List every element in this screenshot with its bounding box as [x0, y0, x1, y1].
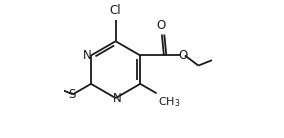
Text: N: N — [113, 92, 122, 105]
Text: CH$_3$: CH$_3$ — [158, 95, 180, 109]
Text: S: S — [68, 88, 76, 101]
Text: N: N — [83, 49, 92, 62]
Text: O: O — [156, 18, 166, 31]
Text: Cl: Cl — [110, 4, 122, 17]
Text: O: O — [178, 49, 188, 62]
